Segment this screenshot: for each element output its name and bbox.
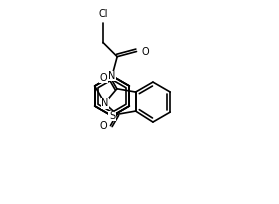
Text: O: O (100, 121, 107, 131)
Text: O: O (100, 72, 107, 82)
Text: S: S (109, 111, 115, 121)
Text: N: N (101, 98, 108, 108)
Text: Cl: Cl (98, 9, 108, 19)
Text: O: O (141, 47, 149, 57)
Text: N: N (108, 71, 116, 81)
